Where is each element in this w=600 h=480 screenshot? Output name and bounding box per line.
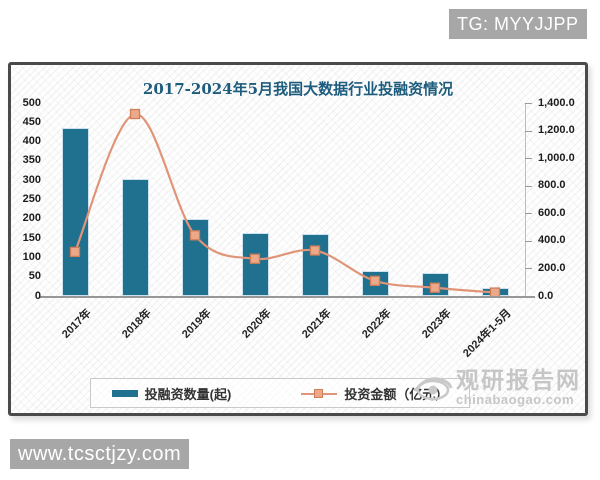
brand-watermark: 观研报告网 chinabaogao.com (412, 367, 581, 408)
y-axis-right-tick-label: 800.0 (538, 179, 566, 192)
y-axis-left-tick-label: 350 (22, 154, 41, 167)
legend-bar-series-label: 投融资数量(起) (144, 386, 232, 402)
legend: 投融资数量(起) 投资金额（亿元） (90, 378, 470, 408)
y-axis-right-tick-mark (525, 158, 532, 160)
site-watermark-badge: www.tcsctjzy.com (10, 439, 190, 469)
y-axis-right-line (525, 103, 526, 296)
bar-2021年 (301, 234, 329, 296)
bar-2017年 (61, 128, 89, 296)
legend-item-bar-series: 投融资数量(起) (111, 384, 232, 403)
bar-2022年 (361, 270, 389, 296)
y-axis-left-tick-label: 0 (34, 289, 41, 302)
y-axis-right-tick-label: 1,400.0 (538, 96, 575, 109)
y-axis-right-tick-mark (525, 240, 532, 242)
y-axis-right-tick-mark (525, 103, 532, 104)
tg-contact-badge: TG: MYYJJPP (449, 9, 587, 39)
y-axis-right-tick-mark (525, 268, 532, 270)
y-axis-right-tick-label: 1,200.0 (538, 124, 575, 137)
brand-name: 观研报告网 (456, 367, 581, 393)
y-axis-right-tick-mark (525, 296, 532, 297)
y-axis-left-tick-label: 200 (22, 212, 41, 225)
y-axis-right-tick-label: 600.0 (538, 206, 566, 219)
y-axis-left-tick-label: 400 (22, 135, 41, 148)
chart-title: 2017-2024年5月我国大数据行业投融资情况 (142, 80, 454, 98)
bar-series-swatch-icon (111, 389, 138, 397)
y-axis-right-tick-label: 200.0 (538, 261, 566, 274)
legend-item-line-series: 投资金额（亿元） (301, 384, 448, 403)
y-axis-left-tick-label: 150 (22, 231, 41, 244)
brand-domain: chinabaogao.com (456, 392, 575, 408)
chart-card: 2017-2024年5月我国大数据行业投融资情况 投融资数量(起) 投资金额（亿… (8, 62, 588, 416)
x-axis-line (39, 296, 535, 298)
bar-2019年 (181, 218, 209, 296)
line-marker-2018年 (129, 108, 141, 120)
eye-logo-icon (413, 376, 453, 400)
bar-2024年1-5月 (481, 288, 509, 296)
y-axis-left-tick-label: 250 (22, 193, 41, 205)
y-axis-right-tick-mark (525, 185, 532, 187)
y-axis-left-tick-label: 500 (22, 96, 41, 109)
y-axis-right-tick-label: 0.0 (538, 289, 554, 302)
bar-2023年 (421, 272, 449, 296)
y-axis-left-tick-label: 300 (22, 173, 41, 186)
bar-2018年 (121, 178, 149, 296)
y-axis-right-tick-label: 400.0 (538, 234, 566, 247)
y-axis-left-tick-label: 450 (22, 115, 41, 128)
plot-area (45, 103, 525, 298)
y-axis-right-tick-mark (525, 213, 532, 215)
y-axis-right-tick-label: 1,000.0 (538, 151, 575, 164)
y-axis-left-tick-label: 100 (22, 250, 41, 263)
legend-line-series-label: 投资金额（亿元） (344, 386, 449, 402)
line-swatch-marker (314, 388, 324, 398)
y-axis-right-tick-mark (525, 130, 532, 132)
line-series-swatch-icon (301, 388, 338, 398)
y-axis-left-tick-label: 50 (28, 270, 41, 283)
line-series (69, 108, 501, 298)
bar-2020年 (241, 232, 269, 296)
